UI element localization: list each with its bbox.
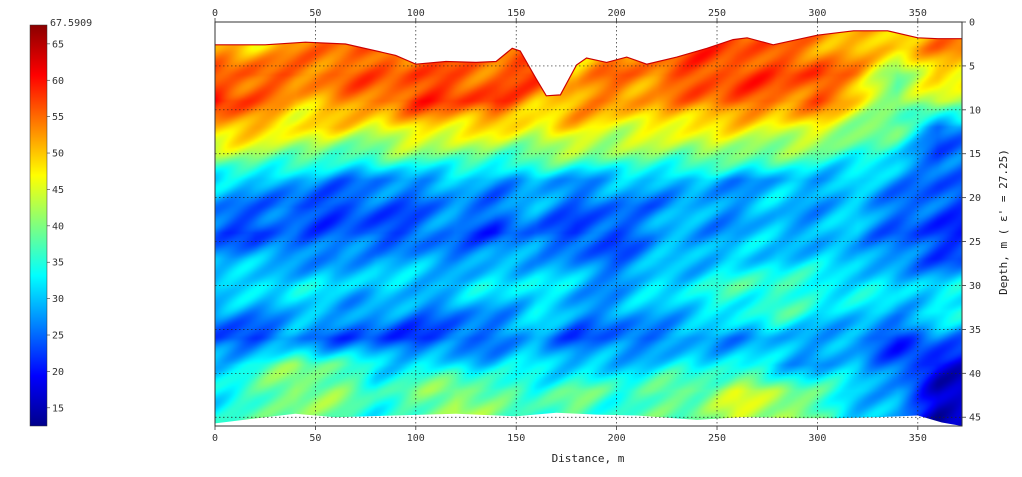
colorbar-tick-label: 55	[52, 112, 64, 123]
colorbar-tick-label: 30	[52, 294, 64, 305]
heatmap-image	[215, 22, 962, 426]
colorbar-tick-label: 20	[52, 367, 64, 378]
plot-area	[215, 22, 962, 426]
x-tick-label-bottom: 350	[909, 433, 927, 444]
surface-line	[215, 30, 962, 97]
colorbar-tick-label: 15	[52, 403, 64, 414]
colorbar-ticks: 15 20 25 30 35 40 45 50 55 60 65	[47, 39, 64, 414]
surface-air-mask	[215, 22, 962, 96]
x-axis-ticks: 0 0 50 50 100 100 150 150 200 200 250 250 300 300 350 3…	[212, 8, 927, 444]
y-tick-label: 20	[969, 193, 981, 204]
x-tick-label-bottom: 50	[309, 433, 321, 444]
colorbar-max-label: 67.5909	[50, 18, 92, 29]
colorbar-tick-label: 65	[52, 39, 64, 50]
y-tick-label: 15	[969, 149, 981, 160]
x-tick-label-bottom: 0	[212, 433, 218, 444]
y-axis-label: Depth, m ( ε' = 27.25)	[997, 149, 1010, 295]
colorbar-scale	[29, 24, 48, 427]
x-tick-label-bottom: 200	[608, 433, 626, 444]
colorbar-tick-label: 60	[52, 76, 64, 87]
x-tick-label-bottom: 100	[407, 433, 425, 444]
x-tick-label-top: 350	[909, 8, 927, 19]
y-tick-label: 30	[969, 281, 981, 292]
y-tick-label: 40	[969, 369, 981, 380]
x-tick-label-bottom: 250	[708, 433, 726, 444]
grid-lines	[215, 22, 962, 426]
plot-frame	[214, 21, 963, 427]
x-tick-label-bottom: 300	[808, 433, 826, 444]
x-tick-label-top: 50	[309, 8, 321, 19]
bottom-mask	[215, 412, 962, 426]
y-tick-label: 5	[969, 61, 975, 72]
x-tick-label-top: 0	[212, 8, 218, 19]
y-tick-label: 35	[969, 325, 981, 336]
x-tick-label-top: 200	[608, 8, 626, 19]
x-tick-label-top: 300	[808, 8, 826, 19]
x-tick-label-top: 100	[407, 8, 425, 19]
colorbar: 67.5909 15 20 25 30 35 40 45 50 55 60 65	[29, 18, 92, 427]
x-axis-label: Distance, m	[552, 452, 625, 465]
x-tick-label-top: 250	[708, 8, 726, 19]
y-tick-label: 25	[969, 237, 981, 248]
colorbar-tick-label: 40	[52, 221, 64, 232]
x-tick-label-top: 150	[507, 8, 525, 19]
colorbar-tick-label: 50	[52, 149, 64, 160]
y-tick-label: 45	[969, 413, 981, 424]
x-tick-label-bottom: 150	[507, 433, 525, 444]
colorbar-tick-label: 25	[52, 331, 64, 342]
y-tick-label: 10	[969, 105, 981, 116]
y-axis-ticks: 0 5 10 15 20 25 30 35 40 45	[962, 18, 981, 424]
y-tick-label: 0	[969, 18, 975, 29]
colorbar-tick-label: 35	[52, 258, 64, 269]
colorbar-tick-label: 45	[52, 185, 64, 196]
